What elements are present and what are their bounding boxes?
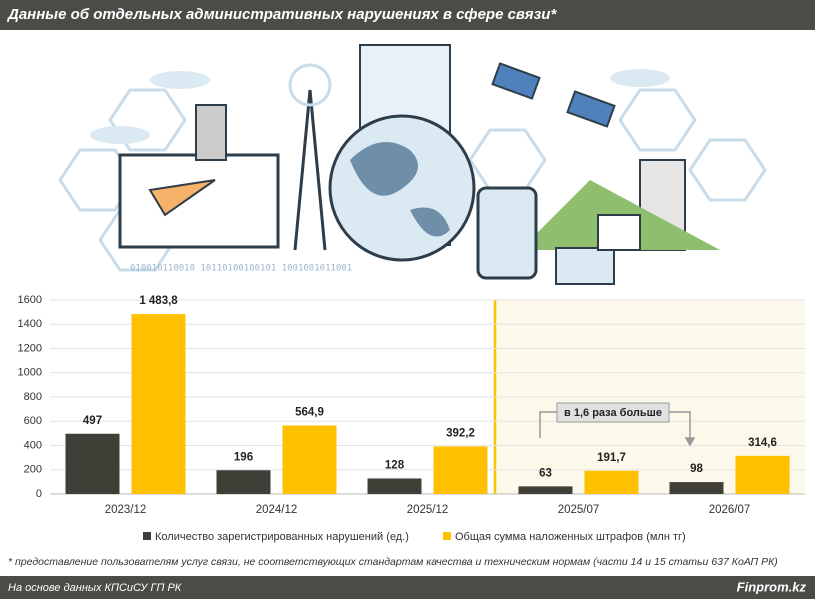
x-tick-label: 2024/12 [256,504,298,516]
y-tick-label: 1000 [18,367,42,379]
cloud [610,69,670,87]
annotation-arrow [684,437,696,447]
bar [584,470,639,494]
footer-bar [0,576,815,599]
bar [433,446,488,494]
value-label: 191,7 [597,452,626,464]
x-tick-label: 2025/12 [407,504,449,516]
envelope [555,247,615,285]
header-bar [0,0,815,30]
bar [518,486,573,494]
footnote: * предоставление пользователям услуг свя… [8,556,778,568]
bar [282,425,337,494]
value-label: 196 [234,451,253,463]
hexagon [468,128,547,192]
antenna [195,104,227,161]
box [597,214,641,251]
hexagon [688,138,767,202]
satellite-panel [491,62,541,100]
y-tick-label: 400 [24,439,42,451]
satellite-panel [566,90,616,128]
y-tick-label: 200 [24,464,42,476]
hexagon [618,88,697,152]
continents [350,142,450,237]
bar [216,470,271,494]
brand: Finprom.kz [737,579,807,594]
y-tick-label: 800 [24,391,42,403]
legend-label: Общая сумма наложенных штрафов (млн тг) [455,531,686,543]
phone [476,186,538,280]
value-label: 128 [385,460,405,472]
value-label: 497 [83,415,102,427]
annotation-box [556,402,670,423]
source: На основе данных КПСиСУ ГП РК [8,582,182,594]
y-tick-label: 1200 [18,342,42,354]
bar [367,478,422,494]
y-tick-label: 600 [24,415,42,427]
illustration-objects: 010010110010 10110100100101 100100101100… [90,44,720,285]
value-label: 63 [539,467,552,479]
bar [131,314,186,494]
x-tick-label: 2023/12 [105,504,147,516]
value-label: 98 [690,463,703,475]
y-tick-label: 1600 [18,294,42,306]
x-tick-label: 2025/07 [558,504,600,516]
signal [288,63,332,107]
chart-title: Данные об отдельных административных нар… [6,6,557,23]
paper-plane [148,179,216,217]
monitor [118,153,280,249]
hexagon [108,88,187,152]
y-tick-label: 0 [36,488,42,500]
value-label: 392,2 [446,427,475,439]
value-label: 564,9 [295,407,324,419]
bar [65,433,120,494]
legend-label: Количество зарегистрированных нарушений … [155,531,409,543]
value-label: 314,6 [748,437,777,449]
binary-decoration: 010010110010 10110100100101 100100101100… [130,264,352,274]
legend-swatch [443,532,451,540]
cloud [150,71,210,89]
x-tick-label: 2026/07 [709,504,751,516]
value-label: 1 483,8 [139,295,178,307]
legend-swatch [143,532,151,540]
y-tick-label: 1400 [18,318,42,330]
tower [293,89,327,251]
bar [735,455,790,494]
cloud [90,126,150,144]
bar [669,482,724,494]
annotation-text: в 1,6 раза больше [564,407,662,419]
